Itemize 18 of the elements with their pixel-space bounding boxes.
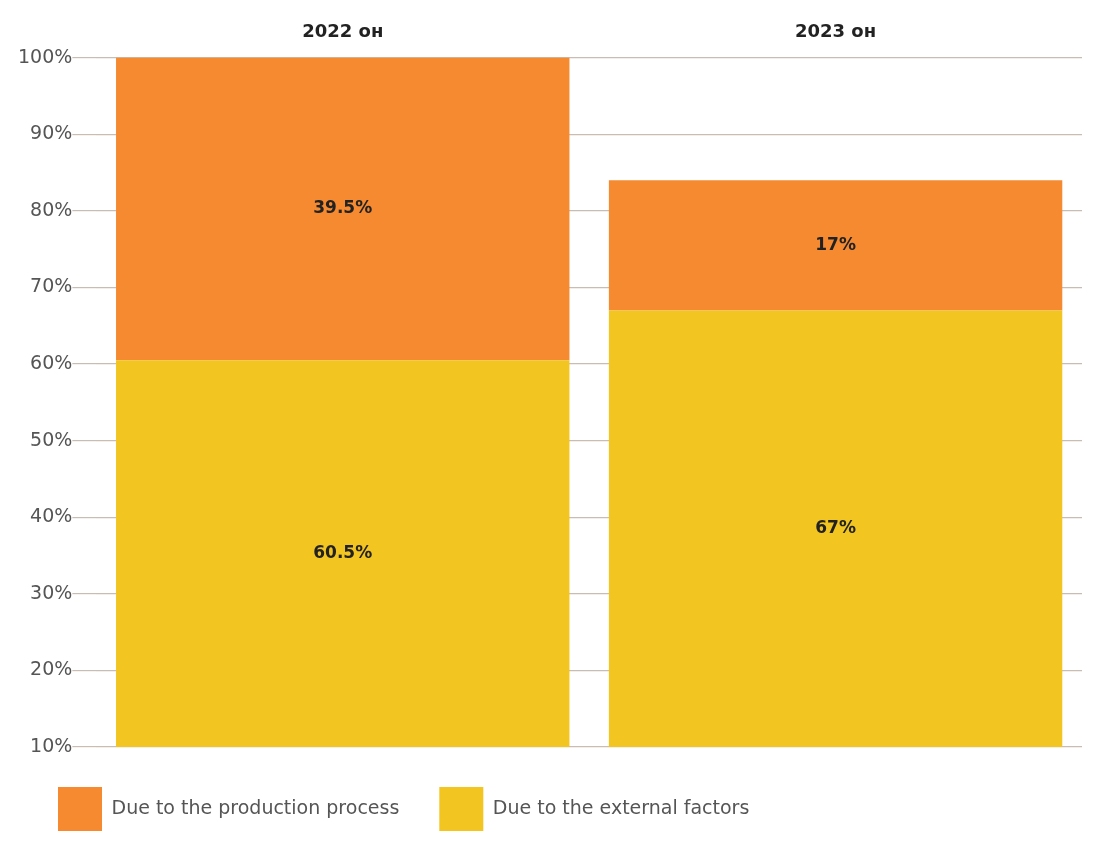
y-tick-label: 30%	[30, 580, 73, 603]
y-tick-label: 70%	[30, 274, 73, 297]
x-tick-label: 2022 он	[302, 20, 384, 42]
data-label: 39.5%	[313, 197, 373, 218]
y-tick-label: 40%	[30, 504, 73, 527]
y-tick-label: 20%	[30, 657, 73, 680]
y-tick-label: 50%	[30, 427, 73, 450]
legend-label: Due to the external factors	[492, 795, 750, 818]
data-label: 60.5%	[313, 542, 373, 563]
y-tick-label: 10%	[30, 733, 73, 756]
y-tick-label: 80%	[30, 197, 73, 220]
y-tick-label: 100%	[17, 44, 73, 67]
y-tick-label: 60%	[30, 350, 73, 373]
x-tick-label: 2023 он	[794, 20, 877, 42]
data-label: 67%	[815, 517, 856, 538]
data-label: 17%	[815, 233, 856, 254]
legend-label: Due to the production process	[111, 795, 400, 818]
y-tick-label: 90%	[30, 121, 73, 144]
